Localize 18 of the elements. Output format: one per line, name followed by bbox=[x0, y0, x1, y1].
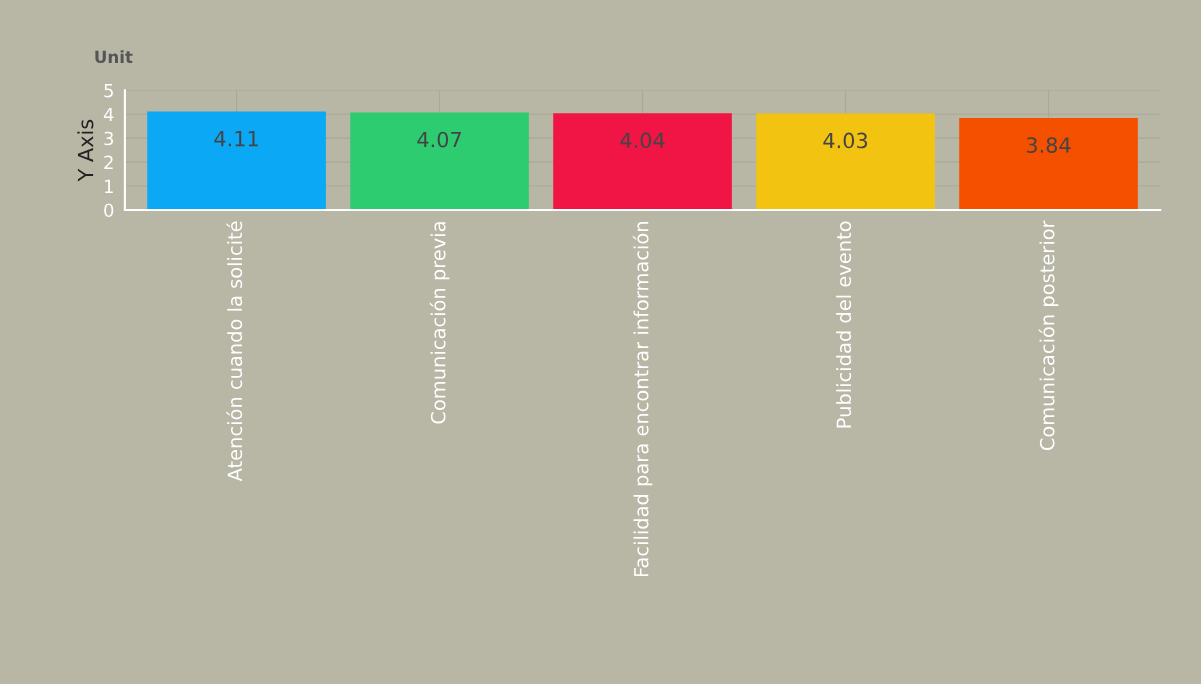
data-label: 4.07 bbox=[417, 131, 461, 148]
x-tick-label: Comunicación posterior bbox=[1038, 220, 1059, 451]
data-label: 4.03 bbox=[823, 132, 868, 149]
data-label: 4.11 bbox=[214, 130, 258, 147]
y-tick-label: 3 bbox=[104, 131, 114, 146]
y-tick-label: 2 bbox=[104, 155, 113, 169]
text: Unit bbox=[95, 50, 133, 64]
y-tick-label: 5 bbox=[104, 83, 113, 98]
x-tick-label: Comunicación previa bbox=[429, 222, 450, 424]
y-tick-label: 0 bbox=[104, 203, 114, 218]
x-tick-label: Facilidad para encontrar información bbox=[632, 222, 653, 577]
y-tick-label: 1 bbox=[104, 179, 113, 193]
y-tick-label: 4 bbox=[103, 107, 114, 122]
data-label: 3.84 bbox=[1026, 137, 1071, 153]
x-tick-label: Atención cuando la solicité bbox=[226, 221, 243, 482]
data-label: 4.04 bbox=[620, 132, 665, 149]
y-axis-title: Y Axis bbox=[77, 119, 94, 182]
x-tick-label: Publicidad del evento bbox=[836, 221, 852, 428]
